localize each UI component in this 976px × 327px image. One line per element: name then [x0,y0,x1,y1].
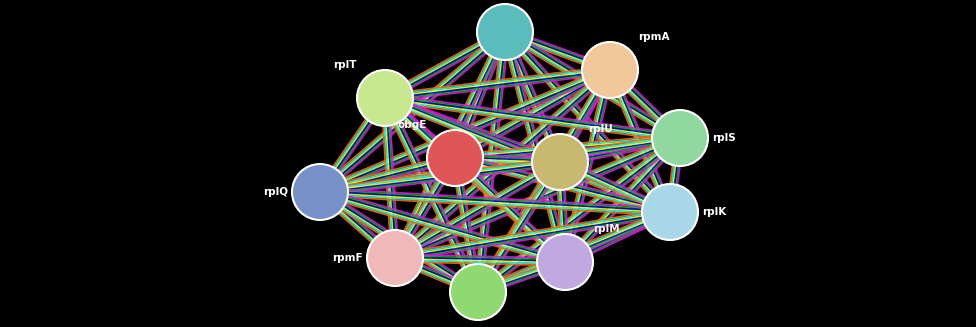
Circle shape [642,184,698,240]
Text: rplT: rplT [334,60,357,70]
Text: rplS: rplS [712,133,736,143]
Circle shape [582,42,638,98]
Text: rplU: rplU [588,124,613,134]
Circle shape [477,4,533,60]
Text: rpmA: rpmA [638,32,670,42]
Circle shape [652,110,708,166]
Text: rplM: rplM [593,224,620,234]
Text: obgE: obgE [397,120,427,130]
Circle shape [357,70,413,126]
Circle shape [292,164,348,220]
Text: rplK: rplK [702,207,726,217]
Circle shape [450,264,506,320]
Text: rplQ: rplQ [263,187,288,197]
Circle shape [367,230,423,286]
Circle shape [427,130,483,186]
Circle shape [537,234,593,290]
Circle shape [532,134,588,190]
Text: rpmF: rpmF [333,253,363,263]
